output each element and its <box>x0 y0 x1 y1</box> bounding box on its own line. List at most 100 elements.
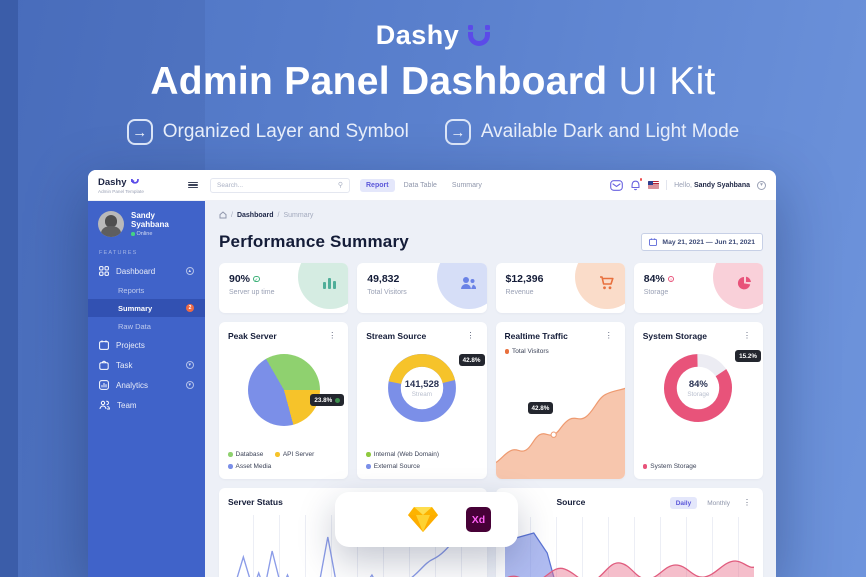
feature-badge: → Organized Layer and Symbol <box>126 119 409 145</box>
sidebar-profile[interactable]: Sandy Syahbana Online <box>88 211 205 237</box>
donut-chart: 141,528 Stream <box>387 353 457 423</box>
area-chart <box>504 517 754 577</box>
bag-icon <box>99 360 109 370</box>
tab-summary[interactable]: Summary <box>451 181 482 189</box>
figma-icon <box>362 506 380 533</box>
user-menu-chevron-icon[interactable]: ▾ <box>757 180 766 190</box>
profile-name: Sandy Syahbana <box>131 211 169 229</box>
chart-tooltip: 23.8% <box>310 394 345 406</box>
tab-data-table[interactable]: Data Table <box>403 181 437 189</box>
hero-brand: Dashy <box>0 20 866 51</box>
greeting-text: Hello, Sandy Syahbana <box>674 181 750 189</box>
card-peak-server: Peak Server ⋮ 23.8% Database <box>219 322 349 479</box>
pie-chart-icon <box>737 276 751 290</box>
app-logo-text: Dashy <box>98 176 127 188</box>
background-strip <box>0 0 18 577</box>
feature-badge: → Available Dark and Light Mode <box>444 119 740 145</box>
chip-daily[interactable]: Daily <box>669 497 698 509</box>
sidebar-item-reports[interactable]: Reports <box>118 285 145 295</box>
breadcrumb: / Dashboard / Summary <box>219 211 763 219</box>
stat-card-visitors: 49,832 Total Visitors <box>357 263 487 313</box>
mail-icon[interactable] <box>610 179 623 191</box>
legend-item: Database <box>228 451 263 458</box>
dashy-logo-icon <box>130 178 139 184</box>
hero-title-light: UI Kit <box>618 60 716 103</box>
stat-card-revenue: $12,396 Revenue <box>495 263 625 313</box>
legend-item: External Source <box>366 463 477 470</box>
legend-item: Total Visitors <box>504 348 549 355</box>
grid-icon <box>99 266 109 276</box>
profile-status: Online <box>131 231 195 237</box>
stats-row: 90% ✓ Server up time 49,832 Total Visito… <box>219 263 763 313</box>
sidebar-item-dashboard[interactable]: Dashboard ▴ <box>88 261 205 281</box>
bar-chart-icon <box>323 278 337 289</box>
card-title: Stream Source <box>366 331 427 341</box>
avatar[interactable] <box>98 211 124 237</box>
chart-tooltip: 15.2% <box>735 350 761 362</box>
period-toggle: Daily Monthly ⋮ <box>669 497 754 509</box>
navbar-tabs: Report Data Table Summary <box>360 178 488 192</box>
hero-title-bold: Admin Panel Dashboard <box>150 60 608 103</box>
dashy-logo-icon <box>468 25 491 46</box>
sketch-icon <box>408 507 438 532</box>
breadcrumb-dashboard[interactable]: Dashboard <box>236 211 274 219</box>
search-input[interactable] <box>217 181 338 189</box>
chevron-down-icon[interactable]: ▾ <box>185 380 194 390</box>
hero-header: Dashy Admin Panel Dashboard UI Kit → Org… <box>0 0 866 145</box>
feature-badge-label: Organized Layer and Symbol <box>162 121 409 142</box>
sidebar: Sandy Syahbana Online FEATURES Dashboard… <box>88 201 205 577</box>
breadcrumb-summary: Summary <box>283 211 314 219</box>
date-range-button[interactable]: May 21, 2021 — Jun 21, 2021 <box>641 233 763 251</box>
feature-badge-label: Available Dark and Light Mode <box>480 121 740 142</box>
kebab-menu-icon[interactable]: ⋮ <box>604 331 613 340</box>
chart-legend: Internal (Web Domain) External Source <box>366 451 477 470</box>
sidebar-item-task[interactable]: Task ▾ <box>88 355 205 375</box>
pie-chart <box>247 354 320 426</box>
legend-item: Internal (Web Domain) <box>366 451 477 458</box>
chip-monthly[interactable]: Monthly <box>707 499 730 507</box>
users-icon <box>99 400 110 410</box>
app-logo-subtitle: Admin Panel Template <box>98 188 144 194</box>
tooltip-swatch <box>335 397 341 403</box>
kebab-menu-icon[interactable]: ⋮ <box>743 331 751 340</box>
donut-value: 141,528 <box>404 378 440 390</box>
arrow-right-icon: → <box>444 119 471 145</box>
cart-icon <box>599 276 614 290</box>
donut-label: Storage <box>687 390 710 398</box>
home-icon <box>219 211 227 219</box>
check-circle-icon: ✓ <box>253 275 260 283</box>
search-box[interactable]: ⚲ <box>210 177 350 193</box>
calendar-icon <box>99 340 109 350</box>
online-status-dot <box>131 232 135 236</box>
sidebar-item-team[interactable]: Team <box>88 395 205 415</box>
legend-item: Asset Media <box>228 463 271 470</box>
card-realtime-traffic: Realtime Traffic ⋮ Total Visitors <box>495 322 625 479</box>
area-chart <box>495 387 625 479</box>
tab-report[interactable]: Report <box>360 178 395 192</box>
sidebar-item-analytics[interactable]: Analytics ▾ <box>88 375 205 395</box>
kebab-menu-icon[interactable]: ⋮ <box>743 498 751 507</box>
card-title: System Storage <box>642 331 707 341</box>
kebab-menu-icon[interactable]: ⋮ <box>466 331 475 340</box>
charts-row: Peak Server ⋮ 23.8% Database <box>219 322 763 479</box>
chart-legend: Database API Server Asset Media <box>228 451 339 470</box>
legend-item: System Storage <box>642 463 697 470</box>
chevron-down-icon[interactable]: ▾ <box>185 360 194 370</box>
navbar-right: Hello, Sandy Syahbana ▾ <box>610 177 766 191</box>
chevron-up-icon[interactable]: ▴ <box>185 266 194 276</box>
donut-chart: 84% Storage <box>663 353 733 423</box>
top-navbar: Dashy Admin Panel Template ⚲ Report Data… <box>88 170 776 201</box>
formats-card: Xd <box>335 492 518 547</box>
card-stream-source: Stream Source ⋮ 141,528 Stream <box>357 322 487 479</box>
bar-chart-icon <box>99 380 109 390</box>
card-source: Source Daily Monthly ⋮ <box>495 488 763 577</box>
sidebar-item-raw-data[interactable]: Raw Data <box>118 321 151 331</box>
sidebar-item-summary[interactable]: Summary 2 <box>88 299 205 317</box>
hero-feature-badges: → Organized Layer and Symbol → Available… <box>0 119 866 145</box>
donut-value: 84% <box>688 378 708 390</box>
us-flag-icon[interactable] <box>648 181 660 189</box>
hamburger-menu-icon[interactable] <box>188 181 198 189</box>
notification-bell-icon[interactable] <box>630 177 644 191</box>
kebab-menu-icon[interactable]: ⋮ <box>328 331 337 340</box>
sidebar-item-projects[interactable]: Projects <box>88 335 205 355</box>
